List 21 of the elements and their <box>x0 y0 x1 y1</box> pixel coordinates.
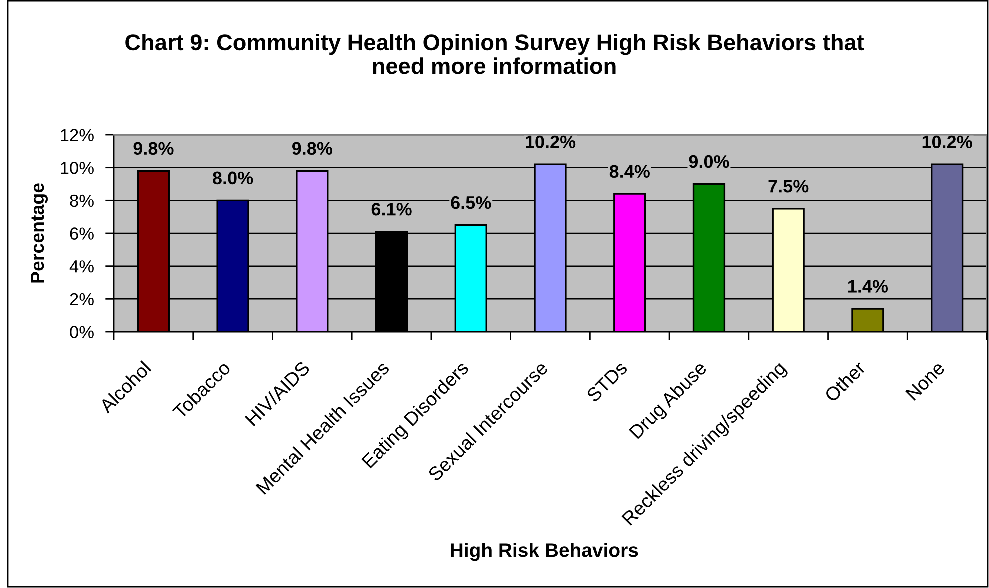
data-label: 9.8% <box>134 142 174 156</box>
data-label: 7.5% <box>768 180 809 193</box>
data-label: 10.2% <box>526 136 576 148</box>
data-label: 8.0% <box>213 172 254 185</box>
data-label: 9.8% <box>292 142 333 156</box>
data-label: 9.0% <box>689 155 730 168</box>
y-tick-label: 2% <box>70 293 94 306</box>
x-axis-title: High Risk Behaviors <box>451 543 638 562</box>
data-label: 10.2% <box>922 136 972 148</box>
y-axis-title: Percentage <box>31 184 48 283</box>
data-label: 8.4% <box>610 165 650 178</box>
y-tick-label: 12% <box>61 129 94 142</box>
data-label: 6.1% <box>372 203 412 216</box>
y-tick-label: 4% <box>70 260 94 273</box>
y-tick-label: 0% <box>70 326 94 338</box>
data-label: 6.5% <box>451 196 492 210</box>
y-tick-label: 10% <box>61 162 94 174</box>
y-tick-label: 6% <box>70 228 94 240</box>
chart-title: Chart 9: Community Health Opinion Survey High Risk Behaviors that need more information <box>126 34 864 74</box>
y-tick-label: 8% <box>70 194 94 208</box>
data-label: 1.4% <box>848 280 888 293</box>
